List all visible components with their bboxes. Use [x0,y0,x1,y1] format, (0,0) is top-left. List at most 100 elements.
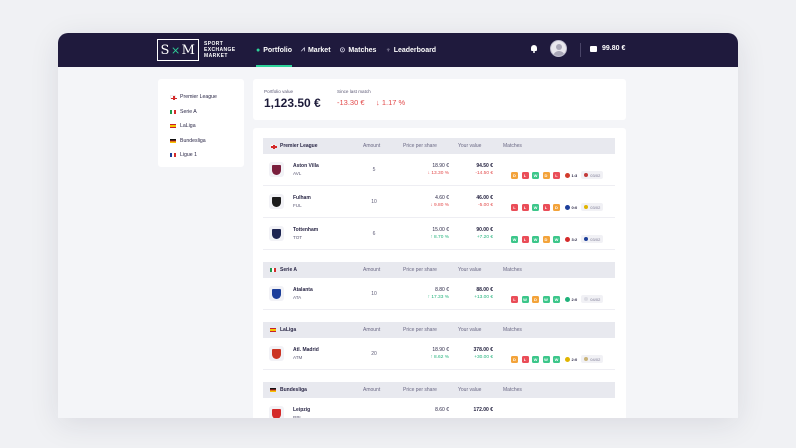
league-name[interactable]: Premier League [270,143,318,149]
sidebar-item-laliga[interactable]: LaLiga [158,119,244,134]
result-badge[interactable]: W [542,295,550,303]
result-badge[interactable]: W [553,355,560,363]
result-badge[interactable]: L [511,295,518,303]
result-badge[interactable]: D [511,355,518,363]
person-icon: ● [256,46,261,54]
top-navbar: S × M SPORT EXCHANGE MARKET ● Portfolio ⩘ … [58,33,738,67]
divider [580,43,581,57]
nav-portfolio[interactable]: ● Portfolio [256,33,293,67]
opponent-crest-icon [564,296,570,302]
sidebar-item-label: Ligue 1 [180,152,198,159]
column-your-value: Your value [458,143,482,149]
result-badge[interactable]: L [542,203,550,211]
recent-matches: W L W D W 3:2 03/02 [511,235,604,243]
logo-letter-s: S [160,42,170,58]
last-score[interactable]: 1:3 [564,172,577,178]
table-row[interactable]: Atl. Madrid ATM 20 18.90 € ↑ 8.62 % 378.00 € +… [263,338,615,370]
league-header: LaLiga Amount Price per share Your value Mat… [263,322,615,338]
last-score[interactable]: 3:2 [564,236,578,242]
league-name[interactable]: Bundesliga [270,387,307,393]
result-badge[interactable]: W [532,235,539,243]
logo-text-line: EXCHANGE [204,47,236,53]
result-badge[interactable]: W [542,355,550,363]
next-match[interactable]: 03/02 [581,235,604,243]
result-badge[interactable]: L [521,203,529,211]
column-matches: Matches [503,267,522,273]
result-badge[interactable]: W [511,235,518,243]
team-crest-icon [269,346,284,361]
result-badge[interactable]: W [553,235,560,243]
opponent-crest-icon [584,297,589,301]
next-match[interactable]: 04/02 [581,355,604,363]
table-row[interactable]: Fulham FUL 10 4.60 € ↓ 9.80 % 46.00 € -5.00 € L… [263,186,615,218]
last-score[interactable]: 2:0 [564,296,577,302]
logo-text: SPORT EXCHANGE MARKET [204,41,236,59]
france-flag-icon [170,153,176,158]
league-name[interactable]: LaLiga [270,327,296,333]
result-badge[interactable]: L [511,203,518,211]
team-name: Tottenham [293,227,319,233]
result-badge[interactable]: W [532,171,539,179]
team-code: ATA [293,295,302,300]
price-change: ↑ 8.62 % [430,355,449,360]
next-match-date: 04/02 [590,296,601,302]
opponent-crest-icon [564,204,570,210]
last-score[interactable]: 0:0 [564,204,577,210]
nav-market[interactable]: ⩘ Market [301,33,331,67]
table-row[interactable]: Leipzig RBL 8.60 € 172.00 € [263,398,615,418]
result-badge[interactable]: L [521,235,529,243]
result-badge[interactable]: D [511,171,518,179]
result-badge[interactable]: W [521,295,529,303]
team-crest-icon [269,226,284,241]
result-badge[interactable]: W [532,203,539,211]
league-section-premier-league: Premier League Amount Price per share Your … [263,138,615,250]
next-match[interactable]: 04/02 [581,295,604,303]
wallet-amount: 99.80 € [602,45,626,52]
logo[interactable]: S × M SPORT EXCHANGE MARKET [157,39,236,61]
result-badge[interactable]: D [532,295,539,303]
table-row[interactable]: Tottenham TOT 6 15.00 € ↑ 8.70 % 90.00 € +7.20… [263,218,615,250]
wallet-balance[interactable]: 99.80 € [590,45,625,52]
next-match[interactable]: 03/02 [581,171,604,179]
result-badge[interactable]: L [521,355,529,363]
spain-flag-icon [170,124,176,129]
result-badge[interactable]: W [553,295,560,303]
score-text: 3:2 [571,236,578,242]
result-badge[interactable]: L [521,171,529,179]
logo-text-line: SPORT [204,41,224,47]
result-badge[interactable]: L [553,171,560,179]
result-badge[interactable]: D [542,235,550,243]
price-per-share: 8.80 € [435,287,449,293]
result-badge[interactable]: D [542,171,550,179]
result-badge[interactable]: D [553,203,560,211]
logo-letter-m: M [181,42,196,58]
crest-shape [272,288,281,299]
share-amount: 10 [371,199,377,205]
league-name[interactable]: Serie A [270,267,297,273]
chart-icon: ⩘ [301,46,305,53]
crest-shape [272,228,281,239]
sidebar-item-ligue-1[interactable]: Ligue 1 [158,148,244,163]
team-name: Aston Villa [293,163,319,169]
nav-matches[interactable]: ⊙ Matches [340,33,377,67]
sidebar-item-premier-league[interactable]: Premier League [158,90,244,105]
next-match-date: 03/02 [590,172,601,178]
clock-icon: ⊙ [339,47,346,54]
column-amount: Amount [363,387,381,393]
sidebar-item-serie-a[interactable]: Serie A [158,105,244,120]
table-row[interactable]: Aston Villa AVL 5 18.90 € ↓ 13.30 % 94.50 € -1… [263,154,615,186]
sidebar-item-label: Bundesliga [180,137,206,144]
table-row[interactable]: Atalanta ATA 10 8.80 € ↑ 17.33 % 88.00 € +13.0… [263,278,615,310]
avatar[interactable] [550,40,567,57]
nav-leaderboard[interactable]: ♆ Leaderboard [385,33,436,67]
result-badge[interactable]: W [532,355,539,363]
value-change: -14.50 € [475,171,493,176]
logo-x: × [170,43,181,57]
share-amount: 6 [372,231,376,237]
next-match[interactable]: 03/02 [581,203,604,211]
last-score[interactable]: 2:0 [564,356,577,362]
team-code: AVL [293,171,302,176]
bell-icon[interactable] [530,44,538,54]
sidebar-item-bundesliga[interactable]: Bundesliga [158,134,244,149]
column-matches: Matches [503,327,522,333]
